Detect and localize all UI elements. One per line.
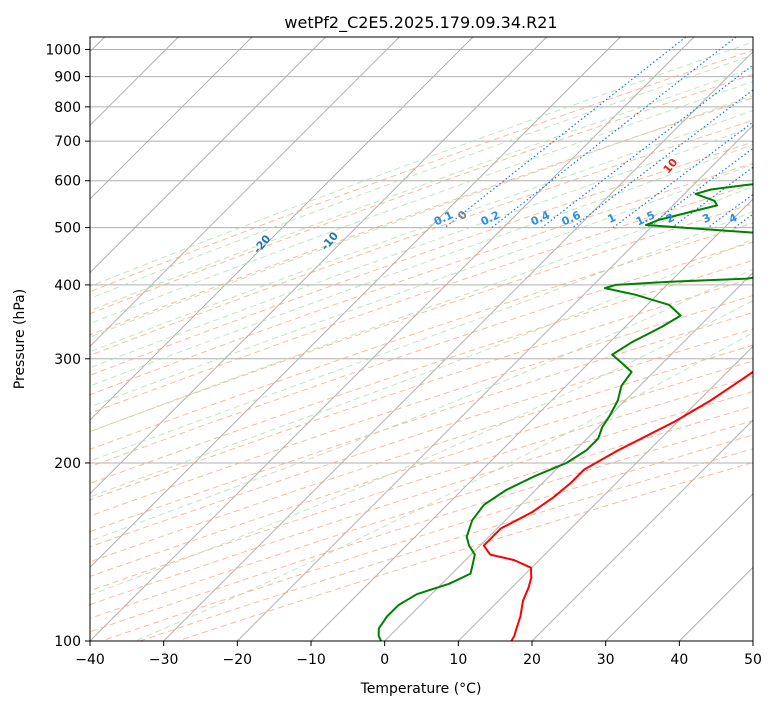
x-axis-label: Temperature (°C)	[360, 681, 482, 697]
x-tick-label: 40	[670, 652, 688, 668]
mixing-ratio-label: 1	[606, 211, 618, 226]
adiabat-label: 0	[455, 208, 470, 222]
dry-adiabat-line	[0, 37, 775, 641]
dry-adiabat-line	[0, 37, 775, 641]
dry-adiabat-line	[0, 37, 775, 641]
moist-adiabat-line	[0, 37, 775, 641]
mixing-ratio-line	[542, 37, 775, 228]
dry-adiabat-line	[0, 37, 775, 641]
x-tick-label: 30	[597, 652, 615, 668]
y-tick-label: 500	[54, 221, 81, 237]
y-tick-label: 900	[54, 70, 81, 86]
dry-adiabat-line	[0, 37, 775, 641]
dry-adiabat-line	[0, 37, 775, 641]
moist-adiabat-line	[0, 37, 768, 641]
x-tick-label: 20	[523, 652, 541, 668]
dry-adiabat-line	[0, 37, 775, 641]
dry-adiabat-line	[0, 37, 775, 641]
moist-adiabat-line	[0, 37, 775, 641]
y-tick-label: 800	[54, 100, 81, 116]
x-tick-label: −30	[149, 652, 179, 668]
x-tick-label: −40	[75, 652, 105, 668]
moist-adiabat-line	[0, 37, 775, 641]
mixing-ratio-label: 0.4	[529, 208, 552, 228]
isotherm-gridline	[0, 37, 399, 641]
dry-adiabat-line	[0, 37, 775, 641]
isotherm-gridline	[90, 37, 694, 641]
moist-adiabat-line	[0, 37, 775, 641]
mixing-ratio-label: 2	[664, 211, 676, 226]
dry-adiabat-line	[0, 37, 775, 641]
mixing-ratio-line	[613, 37, 775, 228]
y-tick-label: 300	[54, 352, 81, 368]
x-tick-label: −10	[296, 652, 326, 668]
dry-adiabat-line	[0, 37, 775, 641]
isotherm-gridline	[16, 37, 620, 641]
isotherm-gridline	[385, 37, 775, 641]
dry-adiabat-line	[0, 37, 775, 641]
dry-adiabat-line	[0, 37, 775, 641]
y-axis-label: Pressure (hPa)	[12, 289, 28, 389]
mixing-ratio-label: 0.1	[432, 208, 455, 228]
moist-adiabat-line	[0, 37, 775, 641]
dry-adiabat-line	[0, 37, 775, 641]
dry-adiabat-line	[178, 37, 775, 641]
x-tick-label: 0	[380, 652, 389, 668]
moist-adiabat-line	[0, 37, 775, 641]
dry-adiabat-line	[0, 37, 775, 641]
y-tick-label: 200	[54, 456, 81, 472]
dry-adiabat-line	[0, 37, 775, 641]
moist-adiabat-line	[0, 37, 775, 641]
moist-adiabat-line	[0, 37, 775, 641]
moist-adiabat-line	[0, 37, 775, 641]
chart-title: wetPf2_C2E5.2025.179.09.34.R21	[284, 13, 557, 33]
moist-adiabat-line	[0, 37, 775, 641]
plot-frame	[90, 37, 753, 641]
dry-adiabat-line	[0, 37, 775, 641]
mixing-ratio-line	[735, 37, 775, 228]
adiabat-label: -20	[251, 232, 274, 256]
x-tick-label: 10	[449, 652, 467, 668]
y-tick-label: 400	[54, 278, 81, 294]
isotherm-gridline	[679, 37, 775, 641]
mixing-ratio-line	[492, 37, 736, 228]
moist-adiabat-line	[0, 37, 775, 641]
isotherm-gridline	[532, 37, 775, 641]
moist-adiabat-line	[135, 37, 775, 641]
x-tick-label: 50	[744, 652, 762, 668]
dry-adiabat-line	[0, 37, 775, 641]
isotherm-gridline	[0, 37, 326, 641]
adiabat-label: 10	[661, 156, 681, 176]
x-tick-label: −20	[223, 652, 253, 668]
y-tick-label: 1000	[45, 43, 81, 59]
moist-adiabat-line	[0, 37, 775, 641]
mixing-ratio-label: 3	[700, 211, 712, 226]
isotherm-gridline	[458, 37, 775, 641]
moist-adiabat-line	[0, 37, 775, 641]
dry-adiabat-line	[0, 37, 775, 641]
isotherm-gridline	[753, 37, 775, 641]
y-tick-label: 600	[54, 174, 81, 190]
plot-content	[0, 37, 775, 641]
dry-adiabat-line	[102, 37, 775, 641]
y-tick-label: 700	[54, 134, 81, 150]
y-tick-label: 100	[54, 634, 81, 650]
